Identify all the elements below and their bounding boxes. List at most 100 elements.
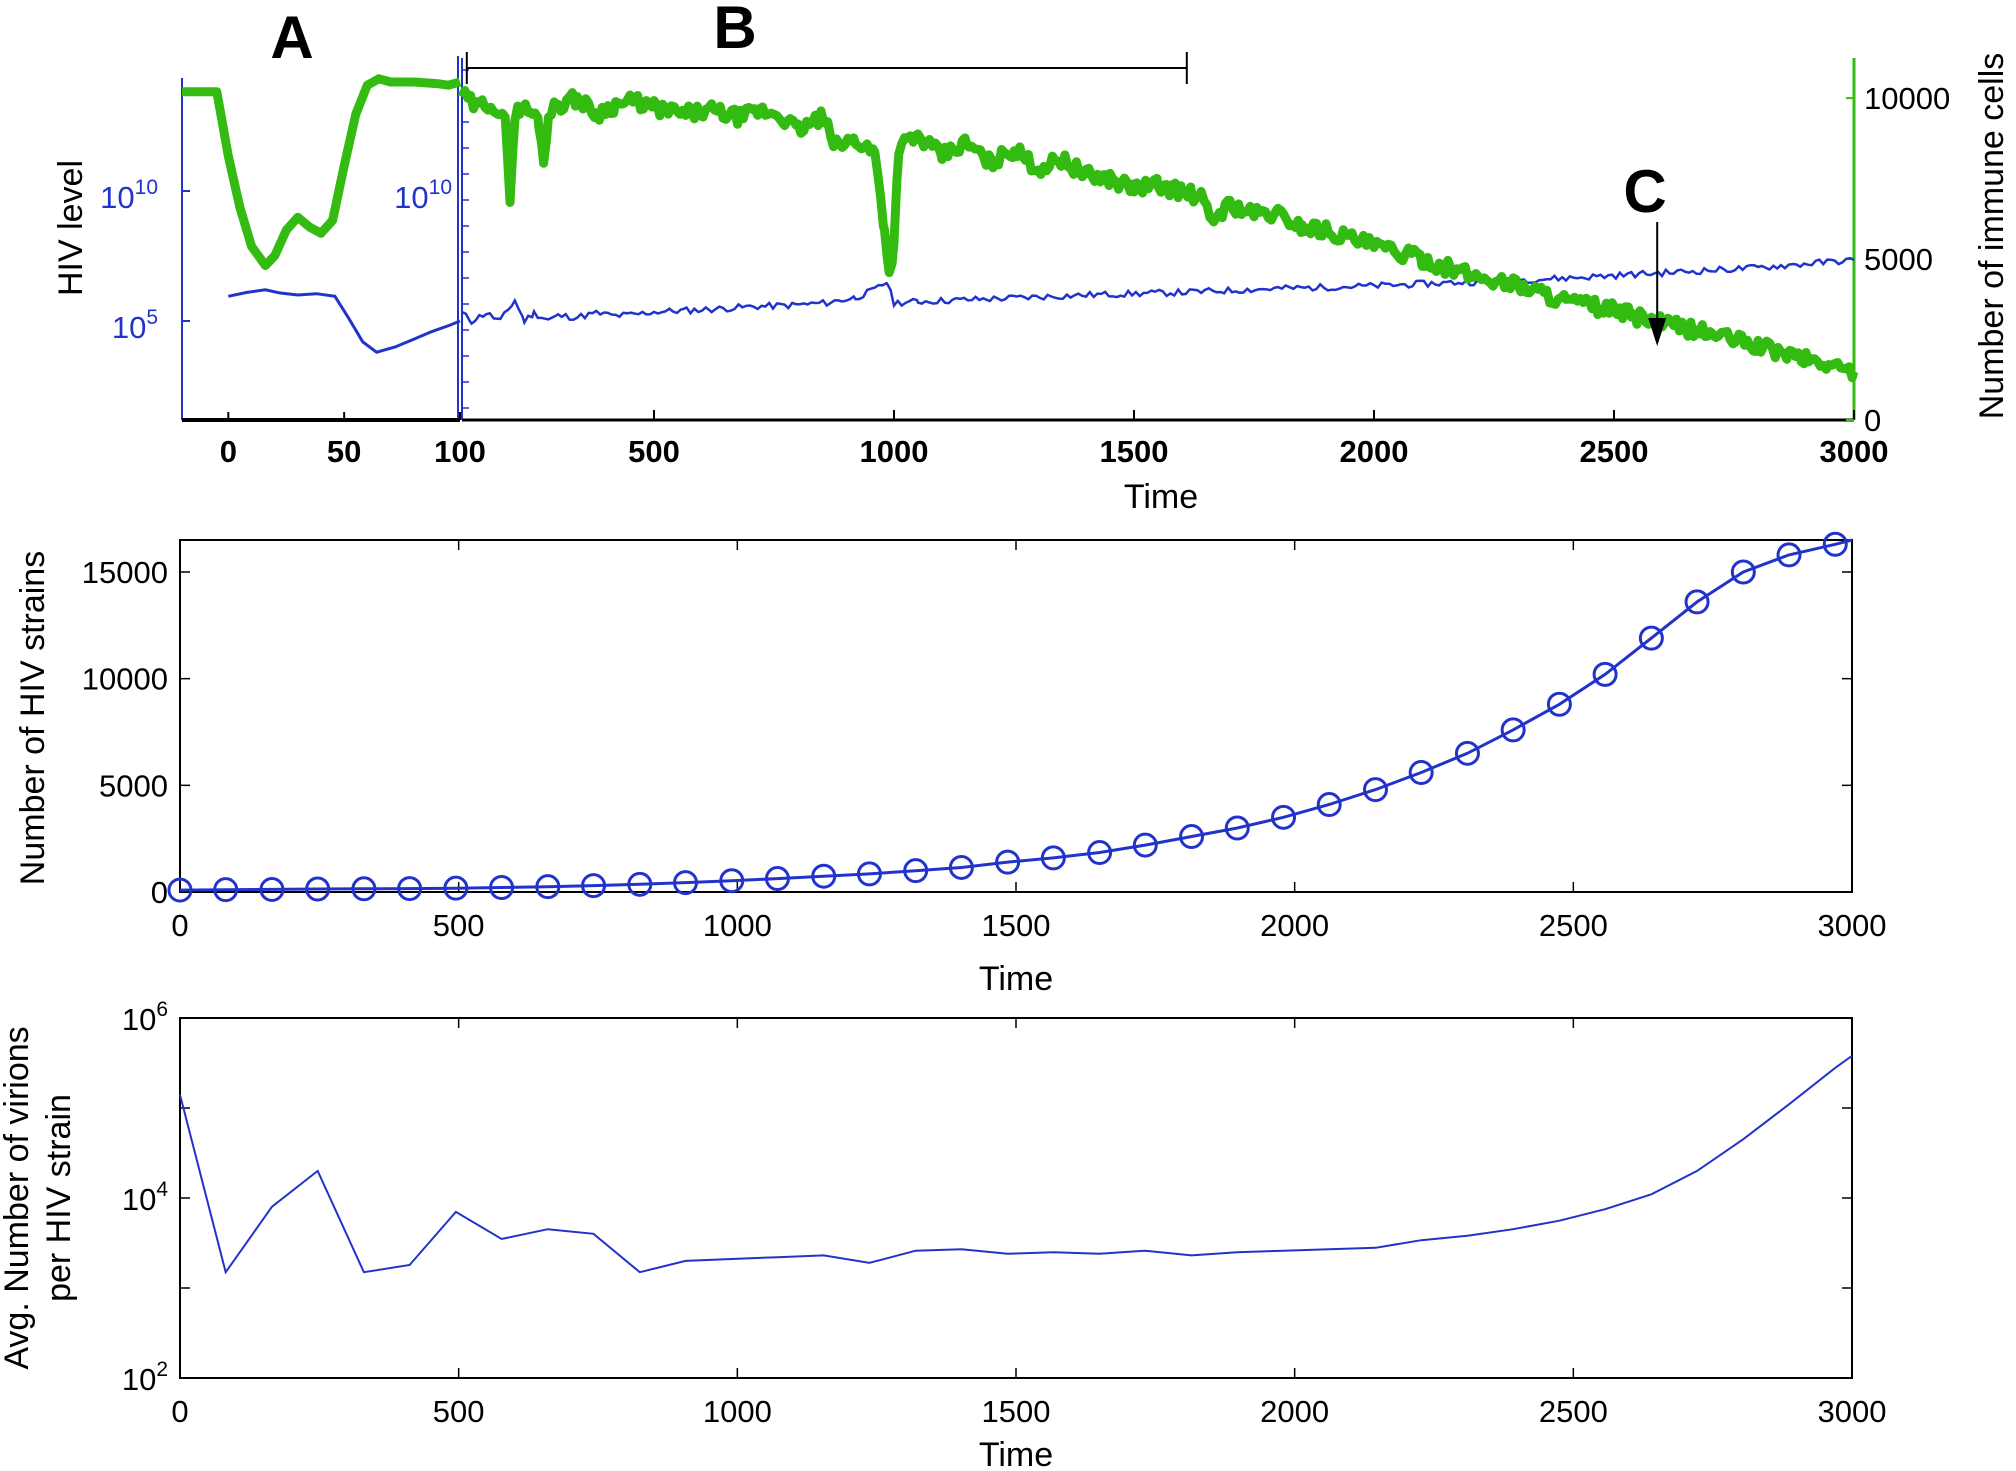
strains-marker [397,876,423,902]
inset-x-tick-label: 50 [327,434,361,469]
strains-plot: 0 500 1000 1500 2000 2500 3000 0 5000 10000 15000 [82,531,1887,943]
strains-marker [1271,804,1297,830]
strains-marker [1822,531,1848,557]
strains-marker [489,875,515,901]
strains-marker [1592,661,1618,687]
right-y-tick-label: 0 [1864,403,1881,438]
right-y-tick-label: 10000 [1864,81,1950,116]
main-x-tick-label: 1000 [860,434,929,469]
strains-marker [1776,542,1802,568]
middle-y-tick-label: 5000 [99,768,168,803]
strains-axis-label: Number of HIV strains [14,551,52,885]
strains-marker [1408,760,1434,786]
bottom-x-tick-label: 500 [433,1394,485,1429]
middle-y-tick-label: 15000 [82,555,168,590]
strains-marker [351,876,377,902]
main-left-tick-label: 1010 [394,176,452,215]
strains-marker [213,877,239,903]
strains-marker [1454,740,1480,766]
strains-marker [1132,832,1158,858]
bottom-x-tick-label: 1000 [703,1394,772,1429]
inset-y-tick-label: 105 [112,306,158,345]
middle-x-tick-label: 1500 [982,908,1051,943]
strains-marker [1500,717,1526,743]
middle-x-tick-label: 3000 [1818,908,1887,943]
strains-marker [1087,840,1113,866]
strains-marker [627,871,653,897]
immune-cells-axis-label: Number of immune cells [1973,53,2011,420]
virions-axis-label-line2: per HIV strain [40,1094,78,1302]
inset-x-tick-label: 100 [434,434,486,469]
main-immune-series [457,86,1859,383]
bottom-y-tick-label: 102 [122,1358,168,1397]
main-hiv-series [461,256,1855,326]
strains-marker [1040,845,1066,871]
inset-x-tick-label: 0 [220,434,237,469]
middle-y-tick-label: 0 [151,875,168,910]
strains-marker [1546,691,1572,717]
bottom-x-tick-label: 2000 [1260,1394,1329,1429]
bottom-y-tick-label: 104 [122,1178,168,1217]
strains-marker [811,863,837,889]
bottom-x-tick-label: 0 [171,1394,188,1429]
middle-x-tick-label: 2500 [1539,908,1608,943]
bottom-plot-frame [179,1017,1853,1379]
bottom-x-tick-label: 1500 [982,1394,1051,1429]
virions-series-line [179,1054,1853,1275]
bottom-x-tick-label: 3000 [1818,1394,1887,1429]
c-arrow-head [1648,318,1667,346]
strains-marker [1316,792,1342,818]
inset-immune-series [182,74,462,270]
strains-marker [1362,777,1388,803]
strains-marker [673,870,699,896]
bottom-y-tick-label: 106 [122,998,168,1037]
strains-marker [1684,589,1710,615]
strains-marker [259,876,285,902]
middle-plot-frame [179,539,1853,893]
middle-x-tick-label: 2000 [1260,908,1329,943]
middle-x-tick-label: 500 [433,908,485,943]
strains-marker [167,877,193,903]
middle-panel: Number of HIV strains Time 0 500 1000 1500 2… [14,531,1887,998]
inset-plot: 0 50 100 1010 105 [100,56,486,469]
middle-x-tick-label: 1000 [703,908,772,943]
strains-marker [856,861,882,887]
middle-x-tick-label: 0 [171,908,188,943]
strains-marker [581,873,607,899]
strains-series-line [179,538,1853,892]
strains-marker [903,858,929,884]
strains-marker [1730,559,1756,585]
strains-marker [535,874,561,900]
inset-hiv-series [227,288,461,354]
middle-y-tick-label: 10000 [82,662,168,697]
panel-letter-a: A [270,4,313,71]
middle-x-axis-label: Time [979,960,1053,998]
main-x-tick-label: 500 [628,434,680,469]
main-x-tick-label: 1500 [1100,434,1169,469]
strains-marker [764,866,790,892]
strains-marker [305,876,331,902]
main-x-tick-label: 2500 [1580,434,1649,469]
bottom-x-tick-label: 2500 [1539,1394,1608,1429]
hiv-level-axis-label: HIV level [52,160,90,296]
top-panel: A B C HIV level Number of immune cells T… [52,0,2011,516]
panel-letter-c: C [1623,158,1666,225]
strains-marker [1179,824,1205,850]
strains-marker [719,868,745,894]
strains-marker [1638,625,1664,651]
virions-plot: 0 500 1000 1500 2000 2500 3000 102 104 106 [122,998,1887,1429]
main-x-tick-label: 3000 [1820,434,1889,469]
bottom-panel: Avg. Number of virions per HIV strain Ti… [0,998,1886,1471]
strains-marker [948,854,974,880]
virions-axis-label-line1: Avg. Number of virions [0,1026,36,1369]
inset-y-tick-label: 1010 [100,176,158,215]
strains-marker [995,849,1021,875]
bottom-x-axis-label: Time [979,1436,1053,1471]
top-x-axis-label: Time [1124,478,1198,516]
right-y-tick-label: 5000 [1864,242,1933,277]
main-x-tick-label: 2000 [1340,434,1409,469]
strains-marker [1224,815,1250,841]
panel-letter-b: B [713,0,756,61]
